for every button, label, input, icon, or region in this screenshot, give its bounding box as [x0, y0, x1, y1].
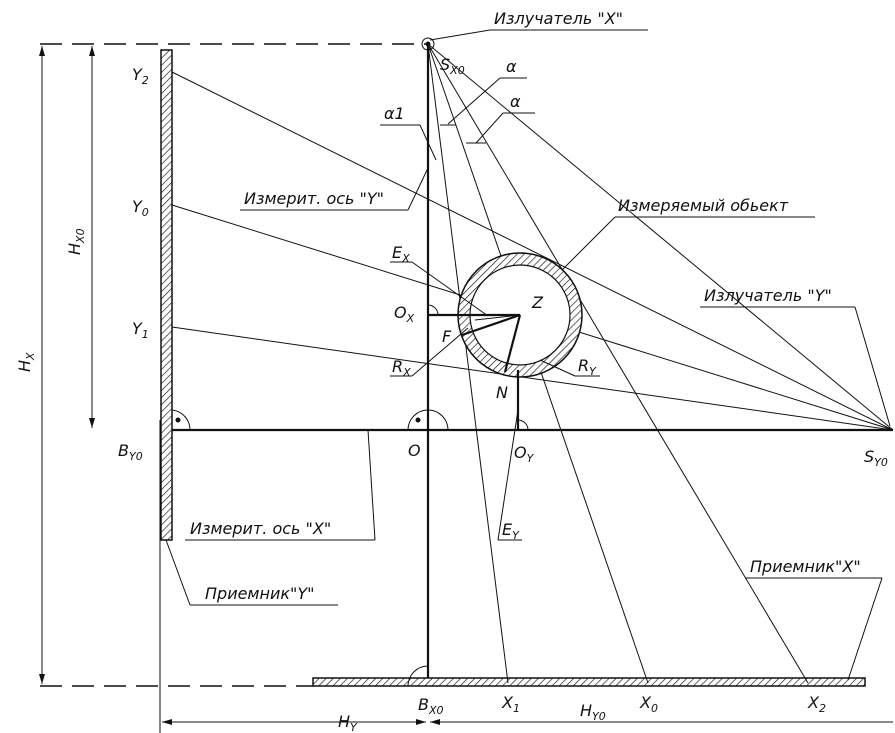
label: α	[510, 92, 521, 111]
label: Y1	[132, 319, 149, 341]
label: HY	[338, 712, 358, 733]
label: X0	[639, 693, 658, 715]
label: RX	[392, 357, 411, 379]
label: Излучатель "X"	[494, 9, 623, 28]
label: Y0	[132, 197, 149, 219]
label: Излучатель "Y"	[704, 286, 832, 305]
label: Измеряемый обьект	[618, 196, 789, 215]
label: HX	[15, 352, 37, 372]
label: Измерит. ось "Y"	[244, 189, 384, 208]
geometry	[39, 29, 894, 733]
label: F	[442, 327, 452, 346]
label: HY0	[580, 701, 606, 723]
label: Y2	[132, 65, 149, 87]
label: BX0	[418, 695, 444, 717]
label: OY	[514, 443, 535, 465]
label: Измерит. ось "X"	[190, 519, 331, 538]
label: O	[408, 441, 421, 460]
label: EY	[502, 520, 520, 542]
label: EX	[392, 243, 410, 265]
label: OX	[394, 303, 415, 325]
label: RY	[578, 356, 597, 378]
label: Приемник"X"	[750, 557, 861, 576]
label: Z	[531, 293, 544, 312]
label: α1	[384, 104, 405, 123]
label: HX0	[65, 228, 87, 255]
label: N	[496, 383, 508, 402]
label: α	[506, 57, 517, 76]
label: Приемник"Y"	[205, 584, 315, 603]
label: SY0	[864, 447, 888, 469]
label: X2	[807, 693, 826, 715]
label: X1	[501, 693, 520, 715]
label: SX0	[440, 55, 465, 77]
label: BY0	[118, 441, 143, 463]
